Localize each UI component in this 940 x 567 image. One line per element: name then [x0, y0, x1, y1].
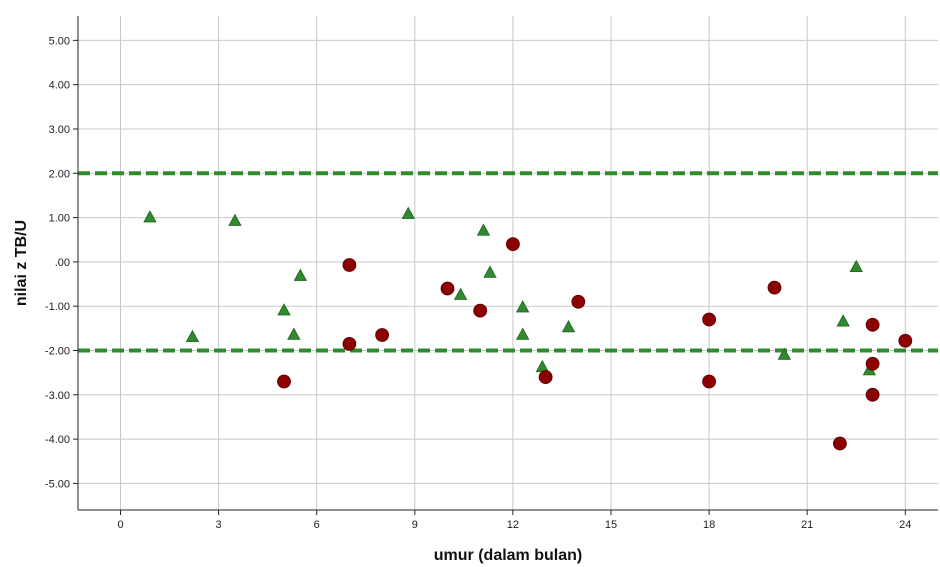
x-tick-label: 24 [899, 519, 911, 531]
circle-marker [865, 387, 880, 402]
x-tick-label: 21 [801, 519, 813, 531]
y-tick-label: -5.00 [45, 478, 70, 490]
circle-marker [440, 281, 455, 296]
circle-marker [898, 333, 913, 348]
triangle-marker [277, 303, 291, 316]
reference-lines [78, 171, 938, 353]
triangle-marker [453, 287, 468, 300]
triangle-marker [476, 223, 491, 236]
circle-marker [375, 328, 390, 342]
x-tick-label: 6 [314, 519, 320, 531]
circle-marker [342, 258, 357, 272]
triangle-marker [483, 265, 497, 278]
y-tick-label: -1.00 [45, 301, 70, 313]
triangle-marker [287, 327, 301, 340]
circle-marker [571, 294, 586, 309]
triangle-marker [293, 268, 308, 281]
x-tick-label: 15 [605, 519, 617, 531]
y-tick-label: -3.00 [45, 390, 70, 402]
y-tick-label: -2.00 [45, 346, 70, 358]
y-tick-label: 2.00 [49, 168, 70, 180]
circle-marker [702, 312, 717, 327]
y-tick-label: 4.00 [49, 80, 70, 92]
x-axis-ticks: 0 3 6 9 12 15 18 21 24 [117, 510, 911, 531]
circle-marker [277, 374, 291, 389]
y-tick-label: -4.00 [45, 434, 70, 446]
circle-marker [342, 336, 357, 351]
x-tick-label: 12 [507, 519, 519, 531]
triangle-marker [228, 213, 242, 226]
y-tick-label: 1.00 [49, 213, 70, 225]
grid-lines [78, 16, 938, 510]
y-tick-label: 3.00 [49, 124, 70, 136]
circle-marker [473, 303, 488, 318]
axes [77, 16, 938, 511]
triangle-marker [516, 327, 530, 340]
circle-marker [865, 356, 880, 371]
triangle-marker [516, 300, 530, 313]
triangle-marker [185, 329, 200, 343]
triangle-marker [561, 320, 576, 333]
triangle-marker [849, 259, 863, 273]
circle-marker [506, 237, 520, 252]
x-tick-label: 18 [703, 519, 715, 531]
x-tick-label: 0 [117, 519, 123, 531]
x-tick-label: 3 [216, 519, 222, 531]
y-tick-label: 5.00 [49, 35, 70, 47]
circle-marker [833, 436, 847, 451]
y-axis-title: nilai z TB/U [13, 220, 30, 306]
circle-marker [702, 374, 717, 389]
circle-marker [865, 317, 880, 332]
circle-marker [538, 370, 553, 384]
triangle-marker [143, 210, 157, 223]
y-tick-label: .00 [55, 257, 70, 269]
circle-marker [767, 280, 782, 295]
triangle-marker [777, 347, 791, 360]
x-tick-label: 9 [412, 519, 418, 531]
x-axis-title: umur (dalam bulan) [434, 547, 582, 564]
triangle-marker [401, 206, 415, 219]
y-axis-ticks: 5.00 4.00 3.00 2.00 1.00 .00 -1.00 -2.00 -3.00 -4… [45, 35, 78, 490]
data-markers [143, 206, 913, 451]
triangle-marker [836, 314, 850, 327]
